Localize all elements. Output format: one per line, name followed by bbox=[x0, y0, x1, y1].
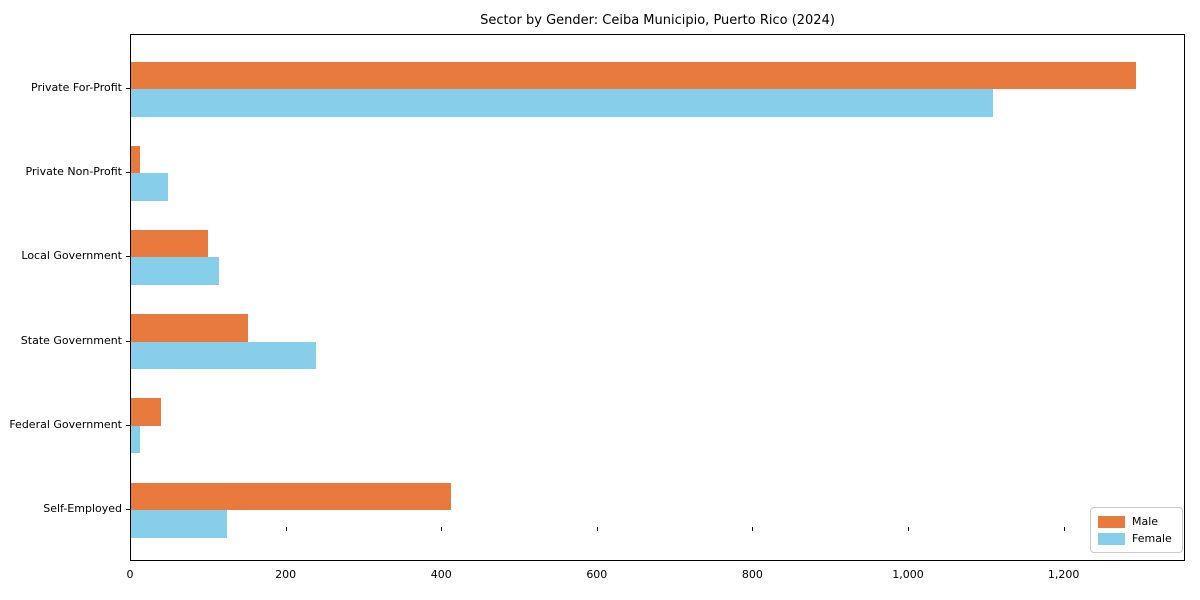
bar-male-2 bbox=[131, 145, 141, 174]
legend-swatch-male bbox=[1098, 515, 1125, 528]
y-tick-mark bbox=[126, 340, 130, 342]
bar-male-4 bbox=[131, 314, 248, 342]
x-tick-mark bbox=[1063, 527, 1065, 531]
x-tick-mark bbox=[441, 527, 443, 531]
x-tick-mark bbox=[285, 527, 287, 531]
bar-female-2 bbox=[131, 173, 169, 201]
legend-label-male: Male bbox=[1132, 515, 1159, 528]
bar-male-5 bbox=[131, 398, 161, 426]
y-tick-label: Private Non-Profit bbox=[25, 165, 122, 179]
y-tick-label: Self-Employed bbox=[43, 502, 122, 515]
bar-female-3 bbox=[131, 257, 219, 285]
bar-female-5 bbox=[131, 425, 141, 454]
legend: Male Female bbox=[1090, 507, 1183, 553]
x-tick-label: 800 bbox=[741, 568, 763, 581]
y-tick-label: Local Government bbox=[21, 249, 122, 263]
x-tick-mark bbox=[752, 527, 754, 531]
x-tick-label: 1,200 bbox=[1047, 568, 1080, 581]
x-tick-label: 400 bbox=[430, 568, 452, 581]
bar-female-6 bbox=[131, 510, 227, 538]
y-tick-label: Private For-Profit bbox=[31, 81, 122, 94]
legend-label-female: Female bbox=[1132, 532, 1172, 545]
x-tick-label: 1,000 bbox=[892, 568, 924, 581]
bar-male-6 bbox=[131, 482, 451, 510]
x-tick-mark bbox=[130, 527, 131, 531]
x-tick-label: 200 bbox=[275, 568, 297, 581]
bar-male-3 bbox=[131, 229, 209, 258]
x-tick-mark bbox=[908, 527, 910, 531]
y-tick-mark bbox=[126, 172, 130, 174]
x-tick-label: 600 bbox=[586, 568, 608, 581]
y-tick-mark bbox=[126, 256, 130, 258]
plot-area bbox=[130, 34, 1185, 561]
legend-swatch-female bbox=[1098, 532, 1125, 545]
y-tick-mark bbox=[126, 88, 130, 89]
bar-male-1 bbox=[131, 61, 1137, 89]
y-tick-mark bbox=[126, 509, 130, 510]
bar-female-1 bbox=[131, 89, 994, 117]
y-tick-label: Federal Government bbox=[9, 417, 122, 431]
bar-female-4 bbox=[131, 341, 317, 370]
legend-item-female: Female bbox=[1098, 532, 1175, 545]
x-tick-label: 0 bbox=[126, 568, 134, 581]
x-tick-mark bbox=[596, 527, 598, 531]
y-tick-label: State Government bbox=[20, 333, 122, 347]
legend-item-male: Male bbox=[1098, 515, 1175, 528]
chart-title: Sector by Gender: Ceiba Municipio, Puert… bbox=[480, 13, 835, 28]
y-tick-mark bbox=[126, 424, 130, 426]
